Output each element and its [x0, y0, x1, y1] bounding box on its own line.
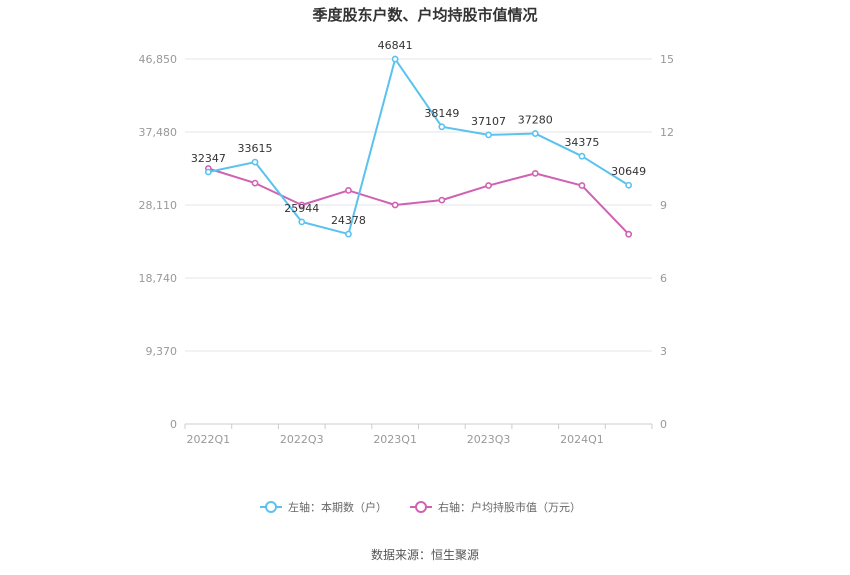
- left-axis-tick-label: 28,110: [139, 199, 178, 212]
- x-axis-tick-label: 2023Q3: [467, 433, 511, 446]
- data-point-right: [345, 186, 352, 194]
- right-axis-tick-label: 9: [660, 199, 667, 212]
- left-axis-tick-label: 37,480: [139, 126, 178, 139]
- right-axis-tick-label: 12: [660, 126, 674, 139]
- x-axis-tick-label: 2022Q1: [187, 433, 231, 446]
- left-axis-tick-label: 9,370: [146, 345, 178, 358]
- data-point-right: [298, 201, 306, 209]
- data-point-left: [204, 168, 212, 176]
- data-point-left: [578, 152, 586, 160]
- data-point-left: [251, 158, 259, 166]
- series-line-right: [208, 167, 630, 235]
- data-point-left: [438, 123, 446, 131]
- series-layer: [204, 55, 633, 238]
- data-label: 34375: [564, 136, 599, 149]
- left-axis-tick-label: 18,740: [139, 272, 178, 285]
- data-point-left: [391, 55, 399, 63]
- axis-layer: 0 0 9,370 3 18,740 6 28,110 9 37,480 12 46,850 15 20…: [139, 53, 675, 446]
- data-point-left: [531, 130, 539, 137]
- data-label: 46841: [378, 39, 413, 52]
- grid-layer: [185, 58, 652, 425]
- data-label: 33615: [238, 142, 273, 155]
- legend-marker-icon: [415, 501, 427, 513]
- chart-title: 季度股东户数、户均持股市值情况: [312, 6, 537, 24]
- legend-item-right-axis[interactable]: 右轴：户均持股市值（万元）: [410, 500, 581, 514]
- data-label: 37280: [518, 114, 553, 127]
- source-note: 数据来源：恒生聚源: [371, 547, 479, 562]
- x-axis-tick-label: 2022Q3: [280, 433, 324, 446]
- data-point-right: [391, 201, 399, 209]
- data-label: 38149: [424, 107, 459, 120]
- x-axis-tick-label: 2023Q1: [373, 433, 417, 446]
- data-point-right: [625, 230, 633, 238]
- data-point-right: [531, 169, 539, 177]
- legend-label: 左轴：本期数（户）: [288, 500, 387, 514]
- right-axis-tick-label: 6: [660, 272, 667, 285]
- data-point-left: [485, 131, 492, 139]
- legend-label: 右轴：户均持股市值（万元）: [438, 500, 581, 514]
- data-point-right: [438, 196, 446, 204]
- data-point-right: [251, 179, 259, 187]
- data-label: 25944: [284, 202, 319, 215]
- data-label: 30649: [611, 165, 646, 178]
- left-axis-tick-label: 0: [170, 418, 177, 431]
- x-axis-tick-label: 2024Q1: [560, 433, 604, 446]
- data-label: 37107: [471, 115, 506, 128]
- data-point-left: [345, 230, 352, 238]
- data-point-left: [298, 218, 306, 226]
- legend-item-left-axis[interactable]: 左轴：本期数（户）: [260, 500, 387, 514]
- legend[interactable]: 左轴：本期数（户） 右轴：户均持股市值（万元）: [260, 500, 581, 514]
- data-label: 32347: [191, 152, 226, 165]
- data-label: 24378: [331, 214, 366, 227]
- data-point-right: [578, 182, 586, 189]
- right-axis-tick-label: 0: [660, 418, 667, 431]
- legend-marker-icon: [265, 501, 277, 513]
- data-point-right: [485, 182, 492, 189]
- right-axis-tick-label: 15: [660, 53, 674, 66]
- data-point-left: [625, 181, 633, 189]
- right-axis-tick-label: 3: [660, 345, 667, 358]
- left-axis-tick-label: 46,850: [139, 53, 178, 66]
- data-label-layer: 32347 33615 25944 24378 46841 38149 37107 37280…: [191, 39, 646, 227]
- series-line-left: [208, 58, 630, 236]
